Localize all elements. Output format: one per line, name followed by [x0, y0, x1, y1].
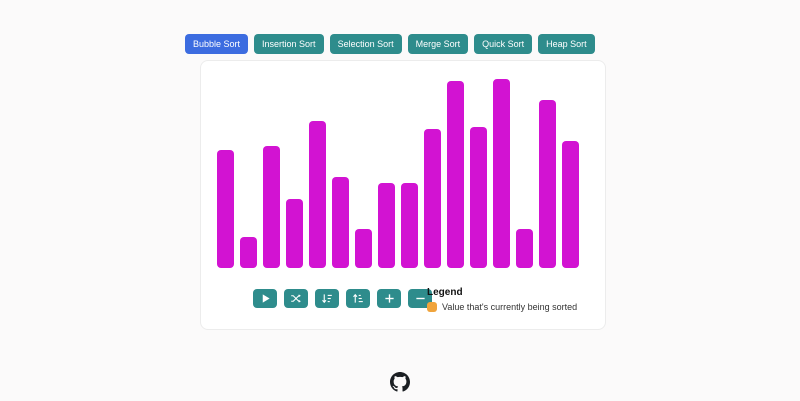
array-bar	[263, 146, 280, 268]
array-bar	[447, 81, 464, 268]
array-bar	[401, 183, 418, 268]
controls-toolbar	[253, 289, 432, 308]
shuffle-button[interactable]	[284, 289, 308, 308]
array-bar	[309, 121, 326, 268]
array-bar	[493, 79, 510, 268]
array-bar	[286, 199, 303, 268]
sort-descending-icon	[321, 293, 333, 304]
sort-ascending-button[interactable]	[346, 289, 370, 308]
legend-title: Legend	[427, 287, 463, 298]
add-bar-button[interactable]	[377, 289, 401, 308]
array-bar	[355, 229, 372, 268]
minus-icon	[415, 293, 426, 304]
plus-icon	[384, 293, 395, 304]
tab-bubble-sort[interactable]: Bubble Sort	[185, 34, 249, 54]
tab-merge-sort[interactable]: Merge Sort	[407, 34, 469, 54]
visualizer-card: Legend Value that's currently being sort…	[200, 60, 606, 330]
array-bar	[332, 177, 349, 268]
sort-descending-button[interactable]	[315, 289, 339, 308]
legend-item-label: Value that's currently being sorted	[442, 302, 578, 312]
array-bar	[378, 183, 395, 268]
footer	[0, 372, 800, 392]
shuffle-icon	[290, 293, 302, 304]
legend-item: Value that's currently being sorted	[427, 302, 577, 312]
tab-heap-sort[interactable]: Heap Sort	[538, 34, 595, 54]
legend: Legend Value that's currently being sort…	[427, 287, 577, 312]
github-icon[interactable]	[390, 372, 410, 392]
array-bar	[240, 237, 257, 268]
array-bars	[217, 75, 579, 268]
play-icon	[260, 293, 271, 304]
array-bar	[539, 100, 556, 268]
sort-ascending-icon	[352, 293, 364, 304]
tab-selection-sort[interactable]: Selection Sort	[329, 34, 402, 54]
sorted-value-swatch-icon	[427, 302, 437, 312]
tab-insertion-sort[interactable]: Insertion Sort	[254, 34, 324, 54]
array-bar	[516, 229, 533, 268]
array-bar	[424, 129, 441, 268]
array-bar	[562, 141, 579, 268]
tab-quick-sort[interactable]: Quick Sort	[474, 34, 533, 54]
remove-bar-button[interactable]	[408, 289, 432, 308]
array-bar	[217, 150, 234, 268]
sort-tabs: Bubble Sort Insertion Sort Selection Sort M…	[185, 34, 595, 54]
play-button[interactable]	[253, 289, 277, 308]
array-bar	[470, 127, 487, 268]
